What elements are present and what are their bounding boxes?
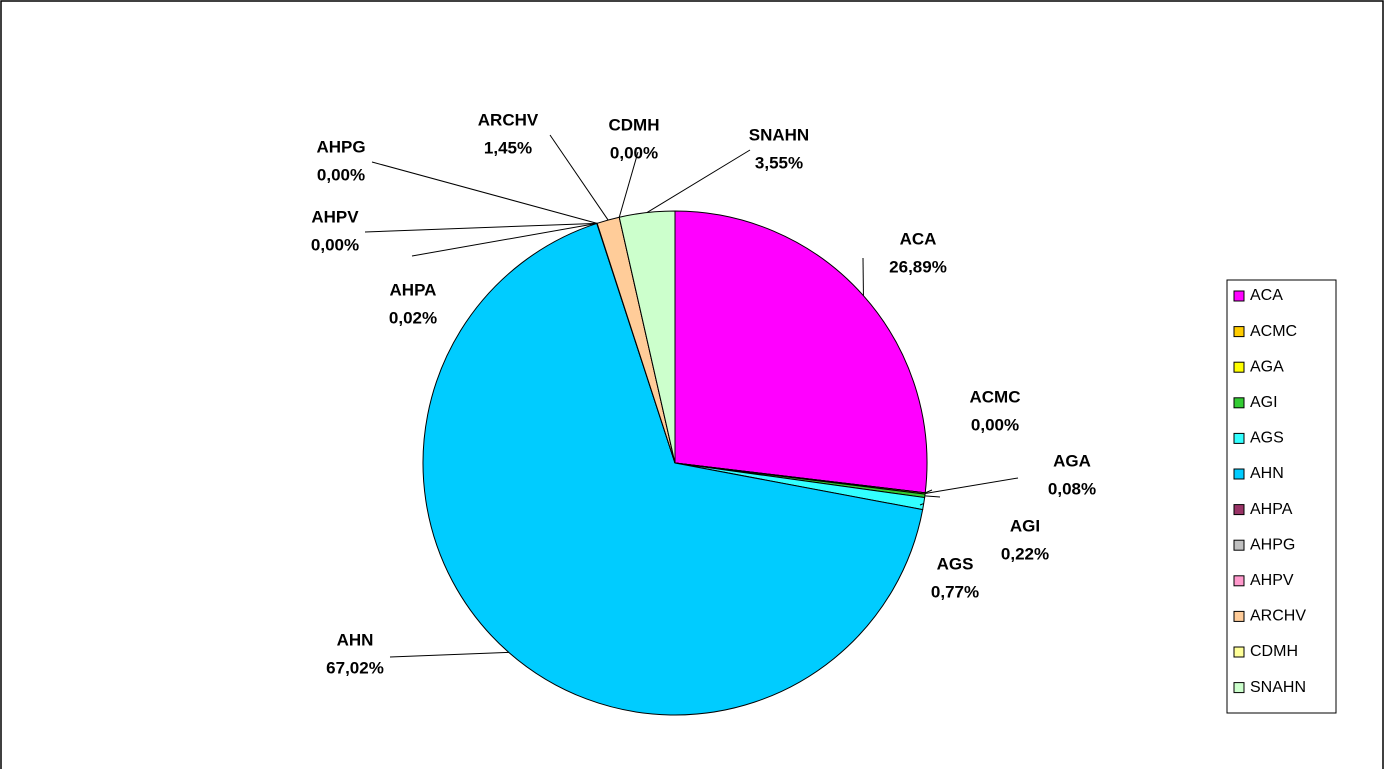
pie-slice	[674, 210, 928, 494]
slice-name: ACMC	[970, 387, 1021, 406]
legend-label: AHPA	[1250, 501, 1293, 518]
legend-swatch	[1233, 646, 1245, 658]
legend-swatch	[1233, 682, 1245, 694]
leader-line	[646, 149, 751, 213]
slice-value: 0,00%	[311, 235, 359, 254]
leader-line	[364, 222, 598, 233]
slice-name: AGA	[1053, 451, 1091, 470]
legend-label: CDMH	[1250, 643, 1298, 660]
legend-swatch	[1233, 468, 1245, 480]
slice-name: ACA	[900, 229, 937, 248]
slice-value: 0,02%	[389, 308, 437, 327]
slice-value: 67,02%	[326, 658, 384, 677]
legend-label: AGS	[1250, 430, 1284, 447]
slice-name: AHPV	[311, 207, 359, 226]
legend-label: AHPV	[1250, 572, 1294, 589]
slice-name: ARCHV	[478, 110, 539, 129]
legend-swatch	[1233, 326, 1245, 338]
slice-value: 0,00%	[317, 165, 365, 184]
slice-name: AHN	[337, 630, 374, 649]
pie-slice	[618, 210, 676, 464]
legend-box	[1226, 279, 1337, 714]
leader-line	[925, 489, 933, 494]
legend-label: AHPG	[1250, 536, 1295, 553]
pie-slice	[422, 222, 924, 716]
legend-swatch	[1233, 504, 1245, 516]
slice-value: 0,22%	[1001, 544, 1049, 563]
slice-value: 0,00%	[971, 415, 1019, 434]
slice-name: AHPA	[390, 280, 437, 299]
leader-line	[919, 503, 924, 506]
legend-swatch	[1233, 539, 1245, 551]
slice-value: 1,45%	[484, 138, 532, 157]
slice-value: 0,00%	[610, 143, 658, 162]
slice-value: 0,77%	[931, 582, 979, 601]
slice-name: CDMH	[609, 115, 660, 134]
slice-name: AHPG	[316, 137, 365, 156]
legend-label: SNAHN	[1250, 679, 1306, 696]
slice-name: AGI	[1010, 516, 1040, 535]
legend-swatch	[1233, 575, 1245, 587]
legend-label: AHN	[1250, 465, 1284, 482]
legend-swatch	[1233, 361, 1245, 373]
legend-swatch	[1233, 610, 1245, 622]
leader-line	[371, 161, 598, 224]
legend-label: AGI	[1250, 394, 1278, 411]
slice-value: 0,08%	[1048, 479, 1096, 498]
leader-line	[549, 134, 609, 221]
slice-name: SNAHN	[749, 125, 809, 144]
slice-value: 26,89%	[889, 257, 947, 276]
legend-label: AGA	[1250, 358, 1284, 375]
slice-name: AGS	[937, 554, 974, 573]
legend-label: ACMC	[1250, 323, 1297, 340]
leader-line	[618, 151, 639, 218]
legend-label: ACA	[1250, 287, 1283, 304]
leader-line	[389, 651, 509, 658]
leader-line	[924, 495, 941, 498]
legend-swatch	[1233, 432, 1245, 444]
legend-swatch	[1233, 290, 1245, 302]
legend-label: ARCHV	[1250, 608, 1306, 625]
leader-line	[411, 222, 598, 257]
leader-line	[925, 477, 1019, 494]
slice-value: 3,55%	[755, 153, 803, 172]
legend-swatch	[1233, 397, 1245, 409]
